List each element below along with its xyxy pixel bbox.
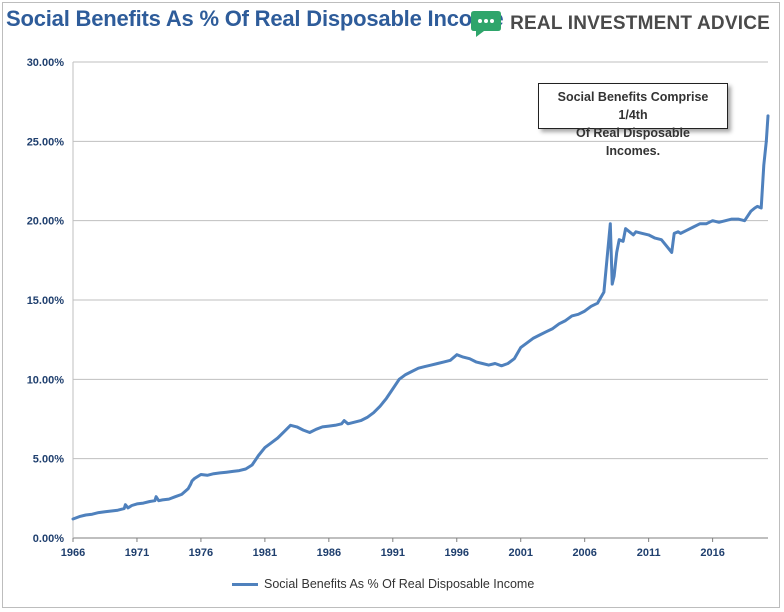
x-tick-label: 2016	[700, 547, 724, 559]
legend-label: Social Benefits As % Of Real Disposable …	[264, 577, 535, 591]
series-line	[71, 114, 770, 521]
x-tick-label: 1971	[125, 547, 149, 559]
chat-bubble-icon	[471, 11, 502, 37]
annotation-line-2: Of Real Disposable Incomes.	[576, 126, 690, 158]
y-tick-label: 5.00%	[33, 454, 64, 466]
chart-title: Social Benefits As % Of Real Disposable …	[6, 6, 504, 31]
y-tick-label: 20.00%	[27, 216, 65, 228]
x-tick-label: 1986	[317, 547, 341, 559]
brand-logo: REAL INVESTMENT ADVICE	[470, 6, 770, 42]
x-tick-label: 1991	[381, 547, 405, 559]
legend-swatch	[232, 582, 258, 586]
x-tick-label: 1966	[61, 547, 85, 559]
x-tick-label: 1981	[253, 547, 277, 559]
y-tick-label: 10.00%	[27, 374, 65, 386]
y-tick-label: 30.00%	[27, 57, 65, 69]
annotation-line-1: Social Benefits Comprise 1/4th	[557, 90, 709, 122]
x-tick-label: 2006	[572, 547, 596, 559]
chart-legend: Social Benefits As % Of Real Disposable …	[232, 577, 534, 591]
y-tick-label: 0.00%	[33, 533, 64, 545]
y-tick-label: 25.00%	[27, 136, 65, 148]
y-tick-label: 15.00%	[27, 295, 65, 307]
x-tick-label: 1996	[445, 547, 469, 559]
annotation-callout: Social Benefits Comprise 1/4th Of Real D…	[538, 83, 728, 158]
brand-name: REAL INVESTMENT ADVICE	[510, 13, 770, 34]
x-tick-label: 2001	[508, 547, 532, 559]
x-tick-label: 2011	[637, 547, 661, 559]
x-tick-label: 1976	[189, 547, 213, 559]
